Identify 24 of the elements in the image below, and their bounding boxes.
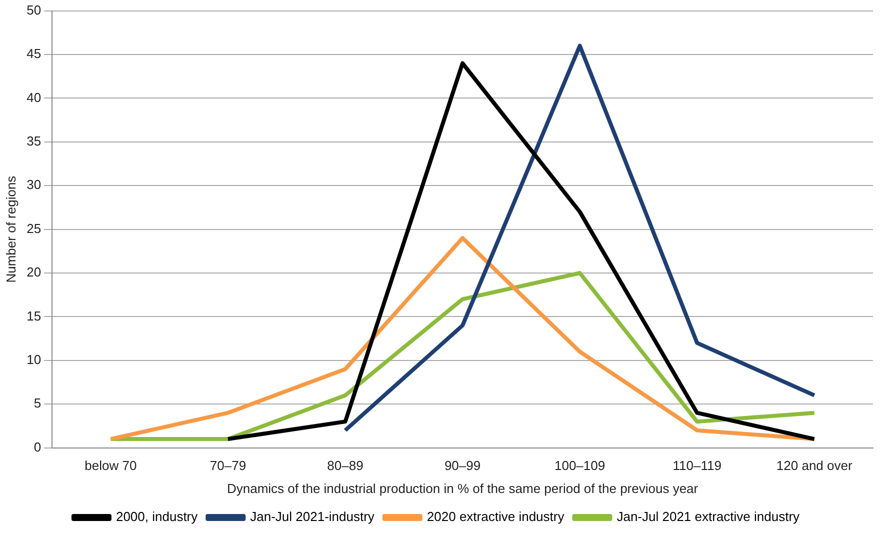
x-axis-title: Dynamics of the industrial production in % of the same period of the previous year	[226, 480, 699, 496]
legend-label: 2000, industry	[116, 509, 198, 524]
y-tick-label: 15	[26, 308, 42, 324]
x-tick-label: 90–99	[444, 458, 481, 474]
x-tick-label: 120 and over	[776, 458, 853, 474]
y-tick-label: 0	[34, 439, 42, 454]
y-tick-label: 45	[26, 46, 42, 62]
x-tick-label: 70–79	[210, 458, 246, 474]
y-tick-label: 30	[26, 177, 42, 192]
y-tick-label: 35	[26, 133, 42, 148]
y-axis-title: Number of regions	[3, 175, 18, 283]
x-tick-label: below 70	[84, 458, 137, 474]
y-tick-label: 25	[26, 220, 42, 236]
y-tick-label: 10	[26, 352, 42, 367]
x-tick-label: 100–109	[554, 458, 606, 474]
legend-label: 2020 extractive industry	[426, 509, 565, 524]
y-tick-label: 40	[26, 90, 42, 105]
y-tick-label: 5	[34, 396, 42, 411]
x-tick-label: 80–89	[327, 458, 364, 474]
legend-label: Jan-Jul 2021 extractive industry	[616, 509, 800, 524]
y-tick-label: 50	[26, 2, 42, 18]
x-tick-label: 110–119	[672, 458, 722, 474]
legend-label: Jan-Jul 2021-industry	[250, 509, 375, 524]
y-tick-label: 20	[26, 264, 42, 280]
